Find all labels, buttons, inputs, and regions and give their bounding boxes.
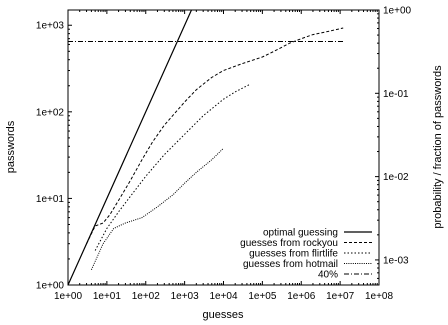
series-line-optimal-guessing	[68, 10, 193, 285]
x-tick-label: 1e+05	[248, 291, 277, 302]
x-tick-label: 1e+08	[365, 291, 394, 302]
y2-axis-title: probability / fraction of passwords	[432, 65, 444, 229]
legend-label: 40%	[318, 270, 338, 281]
ticks-layer: 1e+00 1e+01 1e+02 1e+03 1e+04 1e+05 1e+06 1e+07…	[36, 6, 412, 303]
x-tick-label: 1e+00	[54, 291, 83, 302]
series-line-guesses-from-rockyou	[86, 27, 344, 244]
legend-label: guesses from rockyou	[240, 238, 338, 249]
y2-tick-label: 1e-03	[383, 255, 409, 266]
x-tick-label: 1e+07	[326, 291, 355, 302]
y2-tick-label: 1e+00	[383, 6, 412, 17]
x-tick-label: 1e+06	[287, 291, 316, 302]
x-tick-label: 1e+02	[132, 291, 161, 302]
series-line-guesses-from-hotmail	[90, 147, 224, 270]
legend-label: optimal guessing	[263, 228, 338, 239]
series-line-guesses-from-flirtlife	[94, 83, 251, 251]
x-tick-label: 1e+03	[171, 291, 200, 302]
y2-tick-label: 1e-02	[383, 172, 409, 183]
x-tick-label: 1e+04	[209, 291, 238, 302]
y-axis-title: passwords	[5, 120, 17, 173]
y2-tick-label: 1e-01	[383, 89, 409, 100]
y-tick-label: 1e+03	[36, 21, 65, 32]
y-tick-label: 1e+01	[36, 194, 65, 205]
y-tick-label: 1e+00	[36, 281, 65, 292]
legend-label: guesses from hotmail	[243, 259, 338, 270]
x-axis-title: guesses	[203, 309, 244, 321]
x-tick-label: 1e+01	[93, 291, 122, 302]
series-layer	[68, 10, 344, 285]
y-tick-label: 1e+02	[36, 107, 65, 118]
legend-label: guesses from flirtlife	[249, 249, 338, 260]
